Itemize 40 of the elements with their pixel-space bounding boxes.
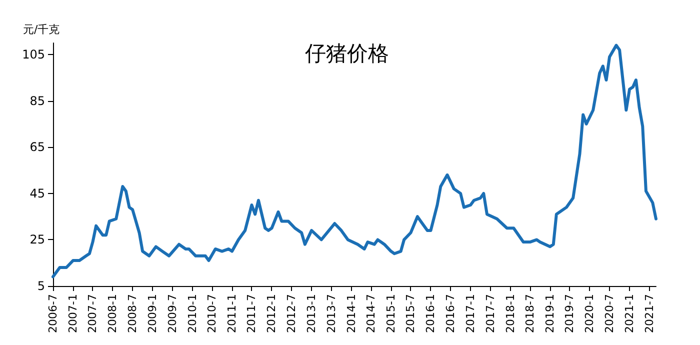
x-tick-label: 2014-1 (344, 294, 358, 333)
x-tick-label: 2013-1 (305, 294, 318, 333)
x-tick-label: 2009-1 (146, 294, 160, 333)
x-tick-label: 2008-1 (106, 294, 120, 333)
x-tick-label: 2011-7 (245, 294, 258, 333)
x-tick-label: 2018-7 (523, 294, 536, 333)
x-tick-label: 2012-7 (285, 294, 298, 333)
x-tick-label: 2007-1 (66, 294, 80, 333)
y-axis-title: 元/千克 (23, 23, 60, 36)
x-tick-label: 2016-7 (444, 294, 458, 333)
x-tick-label: 2012-1 (265, 294, 278, 333)
x-tick-label: 2008-7 (126, 294, 140, 333)
y-tick-label: 85 (30, 94, 45, 108)
x-tick-label: 2006-7 (46, 294, 60, 333)
x-tick-label: 2010-1 (186, 294, 199, 333)
x-tick-label: 2013-7 (324, 294, 338, 333)
chart-title: 仔猪价格 (305, 42, 389, 66)
x-tick-label: 2007-7 (86, 294, 100, 333)
x-tick-label: 2020-7 (603, 294, 616, 333)
y-tick-label: 45 (30, 186, 45, 200)
x-tick-label: 2017-1 (464, 294, 478, 333)
y-tick-label: 105 (22, 48, 45, 62)
y-tick-label: 25 (30, 232, 45, 247)
x-tick-label: 2009-7 (166, 294, 179, 333)
x-tick-label: 2015-7 (404, 294, 418, 333)
x-tick-label: 2018-1 (504, 294, 517, 333)
x-tick-label: 2019-7 (563, 294, 576, 333)
x-tick-label: 2017-7 (484, 294, 497, 333)
x-tick-label: 2014-7 (364, 294, 378, 333)
x-tick-label: 2019-1 (544, 294, 557, 333)
y-tick-label: 65 (30, 140, 45, 154)
y-tick-label: 5 (37, 279, 45, 293)
x-tick-label: 2011-1 (226, 294, 239, 333)
x-tick-label: 2020-1 (583, 294, 596, 333)
line-series (52, 44, 658, 278)
x-tick-label: 2016-1 (424, 294, 438, 333)
x-tick-label: 2010-7 (205, 294, 218, 333)
x-tick-label: 2021-1 (623, 294, 636, 333)
x-tick-label: 2021-7 (642, 294, 656, 333)
x-tick-label: 2015-1 (384, 294, 398, 333)
